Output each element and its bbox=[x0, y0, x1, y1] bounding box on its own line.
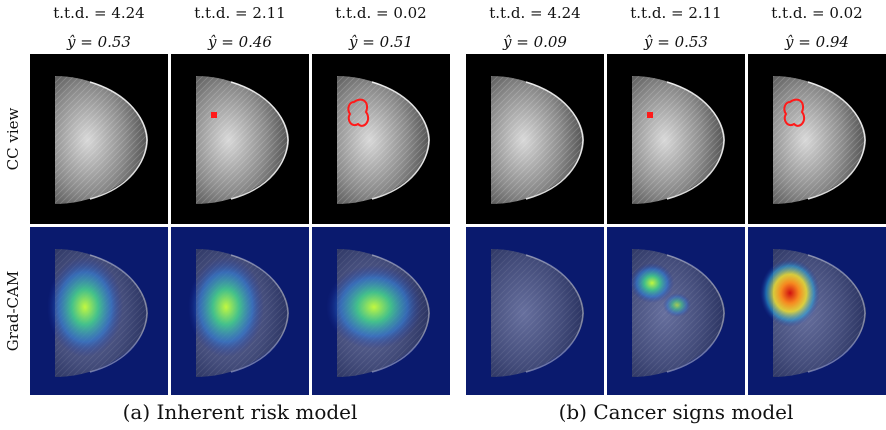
ttd-label: t.t.d. = 4.24 bbox=[489, 4, 581, 22]
column-header: t.t.d. = 2.11 ŷ = 0.53 bbox=[607, 0, 745, 54]
row-label-grad-cam: Grad-CAM bbox=[4, 270, 22, 352]
column-header: t.t.d. = 2.11 ŷ = 0.46 bbox=[171, 0, 309, 54]
prediction-label: ŷ = 0.94 bbox=[785, 33, 849, 51]
mammogram-panel bbox=[312, 54, 450, 224]
gradcam-panel bbox=[171, 227, 309, 395]
mammogram-panel bbox=[466, 54, 604, 224]
ttd-label: t.t.d. = 0.02 bbox=[335, 4, 427, 22]
mammogram-panel bbox=[30, 54, 168, 224]
prediction-label: ŷ = 0.09 bbox=[503, 33, 567, 51]
column-header: t.t.d. = 4.24 ŷ = 0.09 bbox=[466, 0, 604, 54]
caption-cancer-signs: (b) Cancer signs model bbox=[558, 400, 794, 424]
prediction-label: ŷ = 0.53 bbox=[644, 33, 708, 51]
caption-inherent-risk: (a) Inherent risk model bbox=[122, 400, 358, 424]
ttd-label: t.t.d. = 0.02 bbox=[771, 4, 863, 22]
column-header: t.t.d. = 0.02 ŷ = 0.94 bbox=[748, 0, 886, 54]
column-header: t.t.d. = 0.02 ŷ = 0.51 bbox=[312, 0, 450, 54]
prediction-label: ŷ = 0.51 bbox=[349, 33, 413, 51]
ttd-label: t.t.d. = 4.24 bbox=[53, 4, 145, 22]
gradcam-panel bbox=[466, 227, 604, 395]
mammogram-panel bbox=[607, 54, 745, 224]
ttd-label: t.t.d. = 2.11 bbox=[630, 4, 722, 22]
prediction-label: ŷ = 0.46 bbox=[208, 33, 272, 51]
gradcam-panel bbox=[748, 227, 886, 395]
gradcam-panel bbox=[312, 227, 450, 395]
gradcam-panel bbox=[607, 227, 745, 395]
mammogram-panel bbox=[171, 54, 309, 224]
prediction-label: ŷ = 0.53 bbox=[67, 33, 131, 51]
mammogram-panel bbox=[748, 54, 886, 224]
ttd-label: t.t.d. = 2.11 bbox=[194, 4, 286, 22]
column-header: t.t.d. = 4.24 ŷ = 0.53 bbox=[30, 0, 168, 54]
row-label-cc-view: CC view bbox=[4, 107, 22, 171]
gradcam-panel bbox=[30, 227, 168, 395]
